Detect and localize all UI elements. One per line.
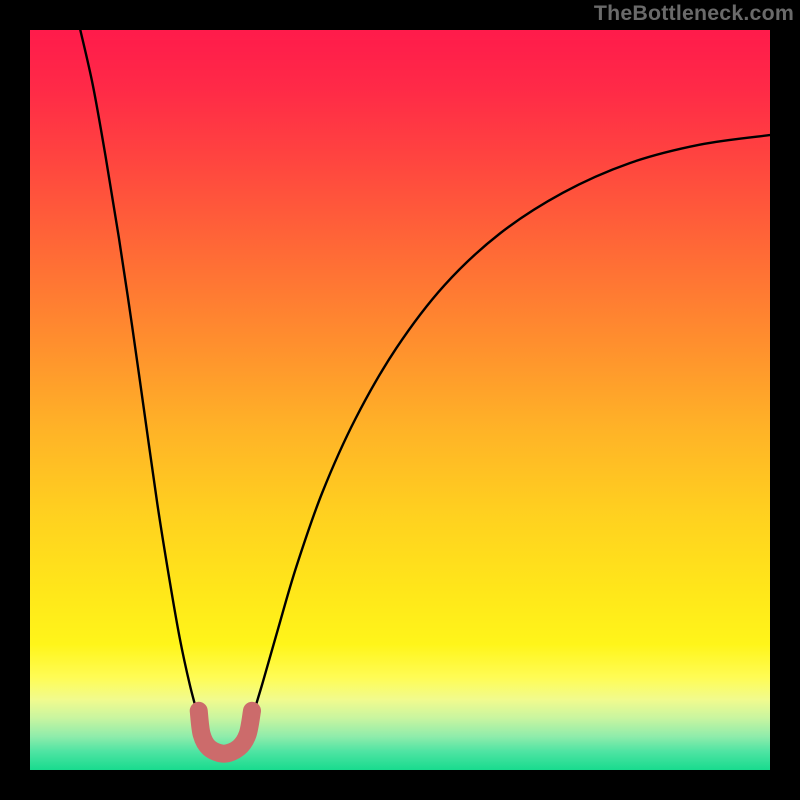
watermark-text: TheBottleneck.com xyxy=(594,1,794,26)
gradient-plot-area xyxy=(30,30,770,770)
bottleneck-chart xyxy=(0,0,800,800)
chart-stage: TheBottleneck.com xyxy=(0,0,800,800)
